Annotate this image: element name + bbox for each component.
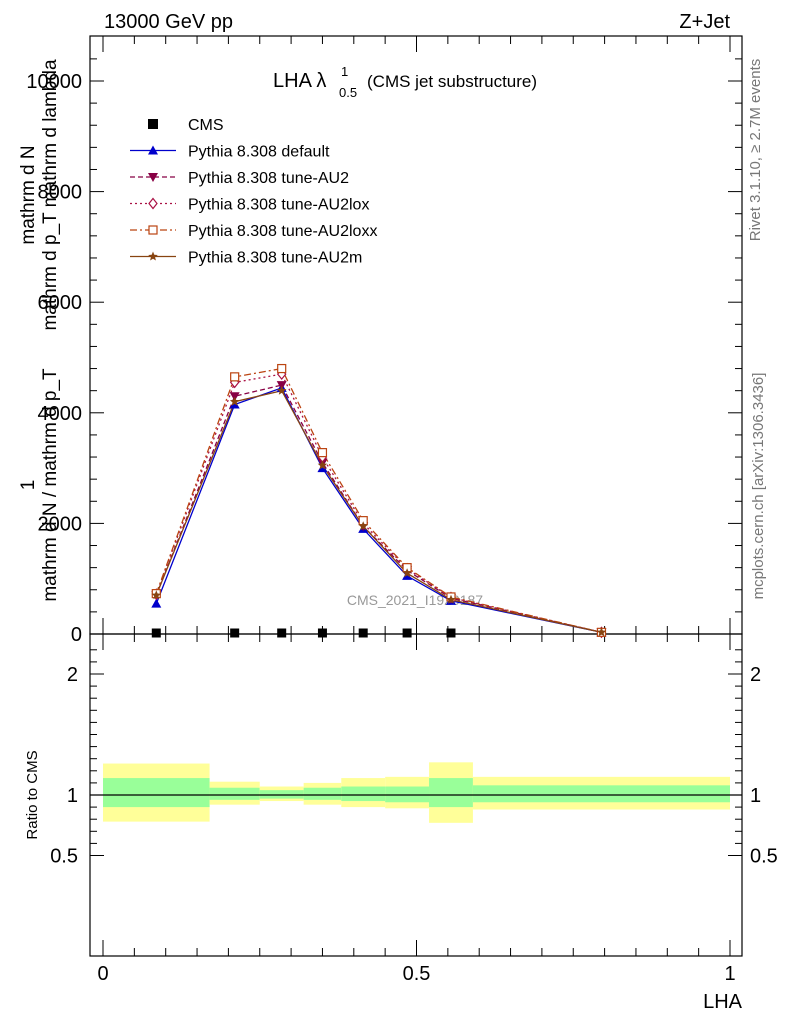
legend-label: CMS [188,117,224,134]
ratio-y-tick-label: 1 [67,785,78,807]
mcplots-label: mcplots.cern.ch [arXiv:1306.3436] [750,373,767,600]
data-point-series-0 [402,628,412,638]
ratio-y-tick-label: 2 [67,664,78,686]
legend-marker [148,197,158,210]
ratio-y-tick-label-right: 0.5 [750,846,778,868]
main-y-tick-label: 8000 [38,182,83,204]
x-axis-label: LHA [703,991,743,1013]
ratio-band-inner [472,785,730,803]
ylabel-one: 1 [18,480,39,491]
rivet-label: Rivet 3.1.10, ≥ 2.7M events [747,59,764,242]
legend-marker [148,173,158,182]
ratio-y-tick-label-right: 2 [750,664,761,686]
data-point-series-0 [446,628,456,638]
series-line-5 [155,389,602,633]
main-y-ticks: 0 2000 4000 6000 8000 10000 [26,58,742,646]
plot-title-rest: (CMS jet substructure) [367,72,537,91]
ratio-band-inner [103,778,210,808]
ratio-band-inner [385,786,430,803]
legend-label: Pythia 8.308 tune-AU2lox [188,197,369,214]
main-y-axis-label: mathrm d N mathrm d p_T mathrm d lambda … [18,59,61,602]
ylabel-denominator-bottom: mathrm d N / mathrm d p_T [40,368,61,602]
ratio-y-ticks: 0.5 0.5 1 1 2 2 [50,649,778,868]
series-line-4 [155,367,602,633]
ratio-band-inner [341,786,386,802]
data-point-series-4 [277,363,287,374]
legend-marker [148,119,158,129]
ratio-bands [90,762,742,823]
ratio-band-inner [429,778,473,808]
legend-marker [148,145,158,155]
series-line-1 [155,387,602,633]
plot-title-main: LHA λ [273,70,326,92]
data-point-series-0 [277,628,287,638]
x-tick-label: 0 [97,963,108,985]
data-point-series-0 [317,628,327,638]
legend-label: Pythia 8.308 tune-AU2 [188,170,349,187]
series-line-2 [155,384,602,633]
ylabel-denominator-top: mathrm d p_T mathrm d lambda [40,59,61,330]
data-point-series-0 [230,628,240,638]
x-tick-label: 0.5 [403,963,431,985]
data-point-series-4 [230,372,240,382]
x-ticks: 0 0.5 1 [97,36,736,985]
data-point-series-2 [276,381,287,391]
data-point-series-5 [276,385,287,395]
plot-title-sup: 1 [341,64,348,79]
main-y-tick-label: 6000 [38,292,83,314]
data-point-series-5 [317,460,328,470]
data-point-series-0 [358,628,368,638]
plot-title-sub: 0.5 [339,85,357,100]
data-point-series-5 [596,627,607,637]
ratio-band-inner [303,787,342,800]
main-y-tick-label: 4000 [38,403,83,425]
ylabel-numerator-top: mathrm d N [18,145,39,244]
header-right: Z+Jet [679,11,730,33]
x-tick-label: 1 [724,963,735,985]
legend-label: Pythia 8.308 default [188,144,330,161]
data-point-series-5 [151,590,162,600]
data-point-series-5 [446,594,456,604]
data-point-series-0 [151,628,161,638]
ratio-band-inner [209,787,260,800]
legend-label: Pythia 8.308 tune-AU2loxx [188,223,377,240]
data-point-series-4 [317,448,328,458]
data-point-series-5 [229,396,240,406]
main-y-tick-label: 0 [71,624,82,646]
ratio-y-axis-label: Ratio to CMS [24,750,41,839]
legend-marker [148,251,158,261]
data-point-series-5 [358,521,368,531]
legend: CMS Pythia 8.308 default Pythia 8.308 tune… [130,117,377,267]
main-y-tick-label: 2000 [38,513,83,535]
series-lines [155,367,602,633]
ratio-y-tick-label-right: 1 [750,785,761,807]
ratio-band-inner [259,790,304,799]
legend-label: Pythia 8.308 tune-AU2m [188,250,362,267]
legend-marker [148,225,158,235]
data-point-series-1 [151,598,162,608]
data-point-series-1 [402,570,413,580]
series-markers [151,363,607,639]
header-left: 13000 GeV pp [104,11,233,33]
ratio-y-tick-label: 0.5 [50,846,78,868]
data-point-series-5 [402,568,412,578]
main-y-tick-label: 10000 [26,71,82,93]
data-point-series-2 [229,392,240,402]
